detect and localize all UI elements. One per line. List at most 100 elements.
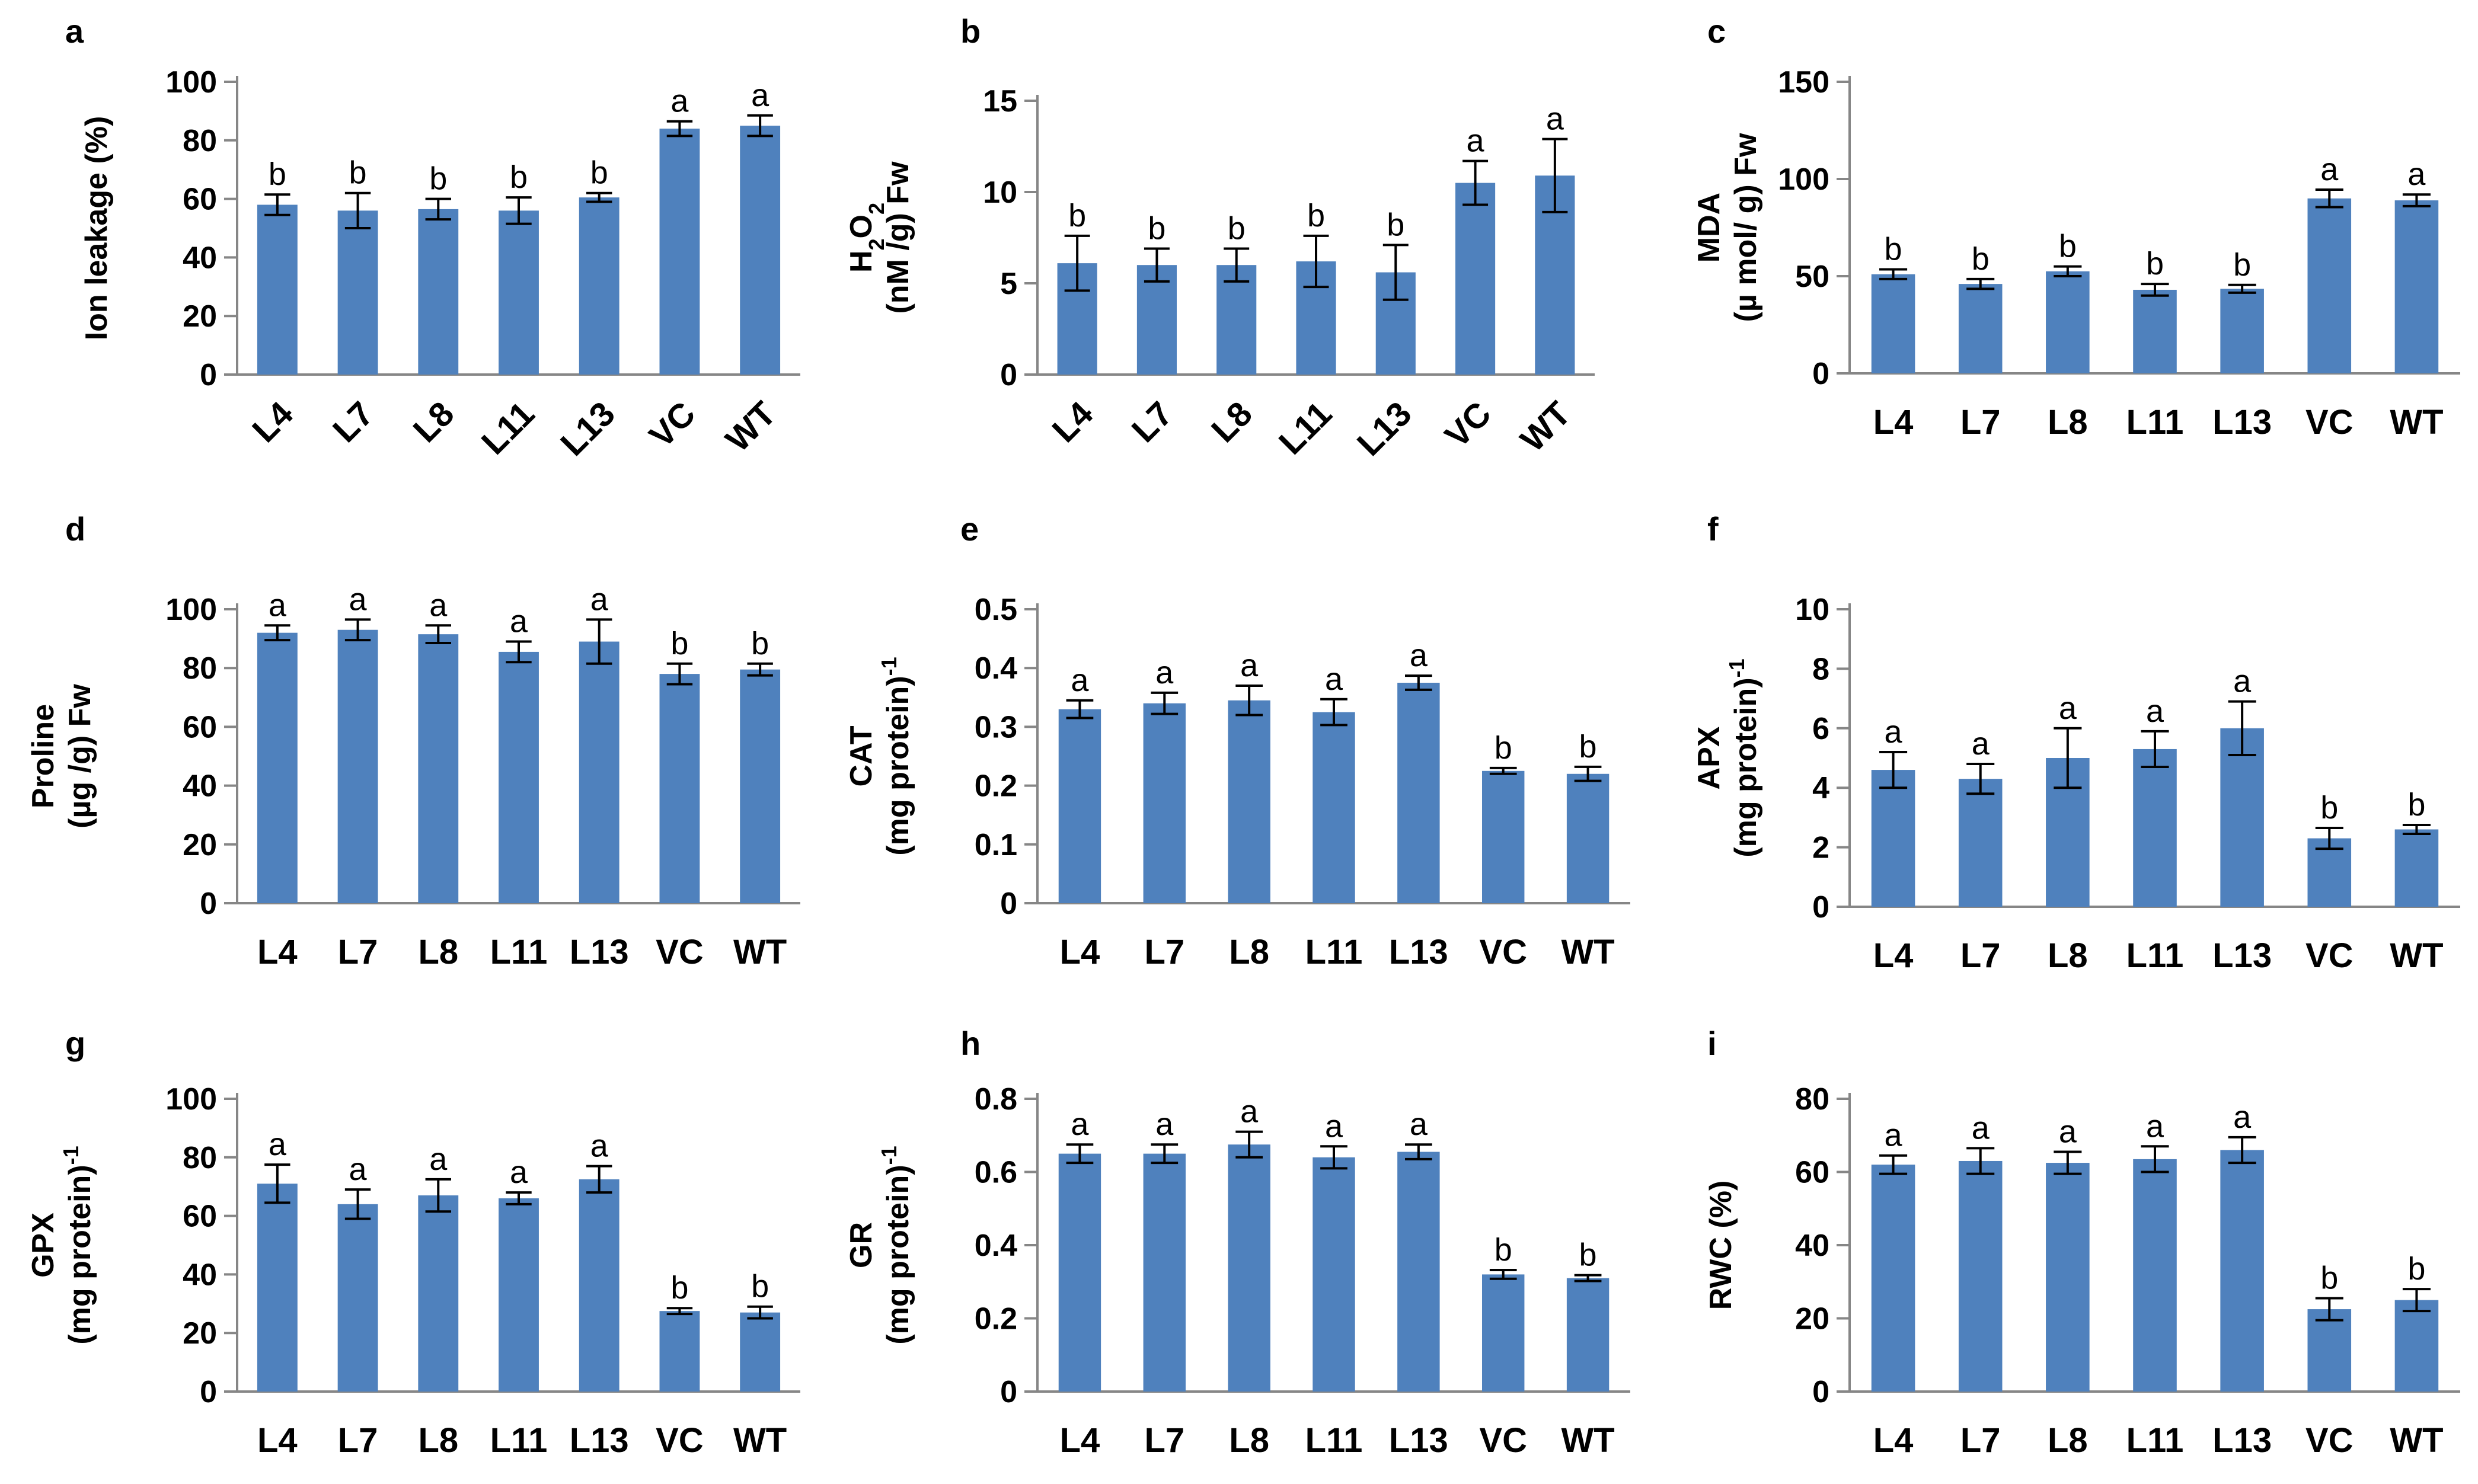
significance-label: b: [1885, 232, 1902, 267]
bar-L13: [1397, 683, 1440, 903]
significance-label: a: [429, 587, 448, 623]
y-tick-label: 15: [983, 84, 1017, 119]
bar-L7: [1958, 284, 2003, 373]
significance-label: a: [1972, 1110, 1990, 1146]
y-tick-label: 20: [1795, 1302, 1829, 1336]
x-tick-label: L13: [2212, 1421, 2272, 1460]
significance-label: b: [1228, 210, 1246, 246]
y-tick-label: 0: [1000, 887, 1017, 921]
x-tick-label: VC: [656, 1421, 704, 1460]
x-tick-label: L7: [1144, 933, 1184, 971]
panel-letter: a: [65, 12, 84, 50]
bar-L4: [1871, 1165, 1915, 1392]
y-tick-label: 20: [183, 1316, 217, 1351]
x-tick-label: L13: [553, 394, 622, 463]
y-tick-label: 5: [1000, 267, 1017, 301]
y-tick-label: 0: [200, 887, 217, 921]
chart-panel-a: a 0 20 40 60 80 100 b L4 b L7 b L8 b L11 b L13 a VC a WT Ion …: [65, 12, 800, 463]
x-tick-label: L4: [257, 933, 298, 971]
bar-VC: [1482, 770, 1525, 903]
y-tick-label: 80: [1795, 1082, 1829, 1117]
x-tick-label: L8: [418, 933, 458, 971]
bar-L4: [1058, 1153, 1101, 1392]
y-tick-label: 0.8: [975, 1082, 1017, 1117]
bar-VC: [2307, 1309, 2352, 1392]
bar-L11: [2133, 289, 2177, 373]
significance-label: a: [670, 84, 689, 119]
significance-label: b: [2320, 790, 2338, 826]
panel-letter: i: [1707, 1025, 1717, 1062]
bar-L7: [1958, 779, 2003, 907]
y-tick-label: 100: [165, 593, 217, 627]
significance-label: b: [2407, 787, 2425, 823]
y-tick-label: 60: [183, 1200, 217, 1234]
x-tick-label: L8: [2048, 1421, 2088, 1460]
bar-L13: [579, 197, 620, 375]
significance-label: a: [2407, 156, 2426, 192]
x-tick-label: L11: [490, 1421, 548, 1460]
x-tick-label: L8: [1204, 394, 1260, 450]
x-tick-label: L8: [1229, 1421, 1269, 1460]
panel-letter: d: [65, 510, 85, 548]
significance-label: a: [269, 587, 287, 623]
x-tick-label: L13: [570, 933, 629, 971]
x-tick-label: WT: [2390, 1421, 2443, 1460]
significance-label: a: [1155, 655, 1174, 690]
y-tick-label: 20: [183, 299, 217, 334]
y-tick-label: 0: [1812, 1375, 1829, 1409]
significance-label: a: [2233, 1099, 2252, 1135]
significance-label: a: [1885, 714, 1903, 750]
y-tick-label: 40: [1795, 1229, 1829, 1263]
x-tick-label: VC: [2305, 403, 2354, 442]
significance-label: b: [1068, 198, 1086, 234]
x-tick-label: L11: [2126, 403, 2184, 442]
y-tick-label: 0.5: [975, 593, 1017, 627]
x-tick-label: L4: [1873, 936, 1914, 975]
significance-label: b: [1307, 198, 1325, 234]
bar-L11: [1313, 712, 1355, 903]
significance-label: a: [1410, 638, 1428, 673]
y-tick-label: 0: [200, 358, 217, 392]
bar-L8: [1228, 1144, 1270, 1392]
significance-label: a: [1071, 1106, 1089, 1142]
bar-L13: [2220, 289, 2264, 373]
significance-label: a: [2059, 1114, 2077, 1150]
bar-L11: [499, 210, 539, 375]
x-tick-label: VC: [2305, 936, 2354, 975]
x-tick-label: WT: [2390, 936, 2443, 975]
y-tick-label: 6: [1812, 712, 1829, 746]
y-axis-label: (mg protein)-1: [59, 1146, 98, 1344]
y-tick-label: 0: [1812, 357, 1829, 391]
bar-L7: [1143, 703, 1186, 903]
bar-WT: [2394, 200, 2439, 373]
bar-VC: [2307, 198, 2352, 373]
bar-L8: [418, 209, 459, 375]
x-tick-label: WT: [2390, 403, 2443, 442]
bar-L7: [1136, 265, 1177, 375]
significance-label: b: [1579, 729, 1597, 765]
bar-L8: [1228, 700, 1270, 903]
y-axis-label: Proline: [26, 704, 60, 808]
bar-WT: [740, 669, 781, 903]
y-tick-label: 20: [183, 828, 217, 862]
bar-WT: [740, 1312, 781, 1392]
x-tick-label: L11: [1305, 1421, 1363, 1460]
chart-panel-f: f 0 2 4 6 8 10 a L4 a L7 a L8 a L11 a L13 b VC b WT APX (mg pr…: [1692, 510, 2460, 975]
bar-L11: [1313, 1157, 1355, 1392]
bar-L8: [1216, 265, 1257, 375]
y-axis-label: (nM /g) Fw: [881, 161, 915, 314]
bar-L13: [2220, 1150, 2264, 1392]
y-tick-label: 2: [1812, 831, 1829, 865]
significance-label: a: [1240, 1094, 1259, 1130]
bar-VC: [659, 129, 700, 375]
significance-label: a: [2320, 152, 2339, 187]
x-tick-label: WT: [733, 933, 787, 971]
significance-label: b: [1495, 730, 1512, 766]
significance-label: a: [1467, 123, 1485, 159]
bar-L11: [499, 651, 539, 903]
bar-VC: [659, 674, 700, 903]
panel-letter: f: [1707, 510, 1719, 548]
significance-label: a: [751, 78, 769, 113]
